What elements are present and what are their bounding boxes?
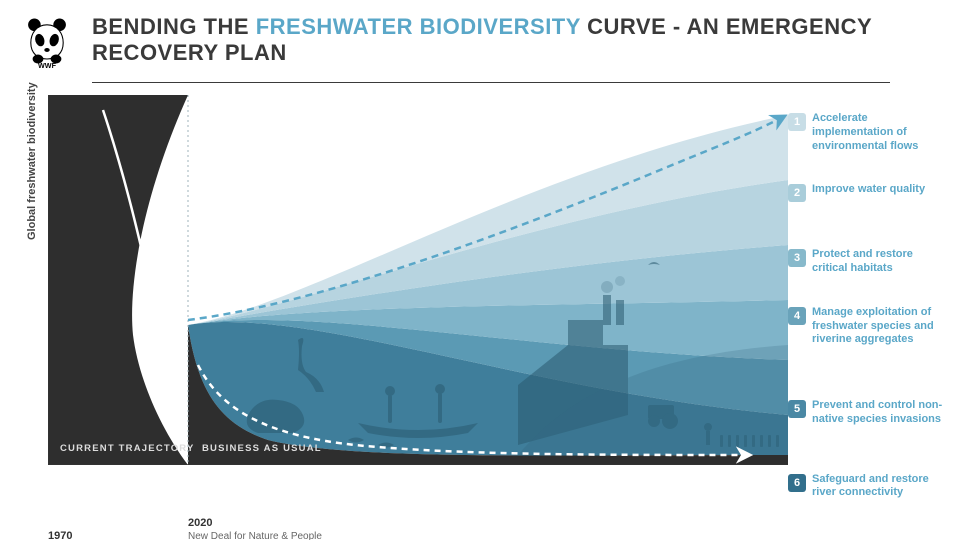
label-business-as-usual: BUSINESS AS USUAL (202, 443, 322, 454)
action-number-badge: 1 (788, 113, 806, 131)
action-item-5: 5 Prevent and control non-native species … (788, 399, 948, 427)
y-axis-label: Global freshwater biodiversity (26, 82, 38, 240)
title-prefix: BENDING THE (92, 14, 256, 39)
action-number-badge: 3 (788, 249, 806, 267)
action-label: Prevent and control non-native species i… (812, 399, 948, 427)
action-label: Accelerate implementation of environment… (812, 112, 948, 153)
x-tick-1970: 1970 (48, 530, 72, 540)
action-item-3: 3 Protect and restore critical habitats (788, 248, 948, 276)
action-label: Manage exploitation of freshwater specie… (812, 306, 948, 347)
action-item-4: 4 Manage exploitation of freshwater speci… (788, 306, 948, 347)
action-item-2: 2 Improve water quality (788, 183, 948, 202)
action-item-6: 6 Safeguard and restore river connectivit… (788, 473, 948, 501)
svg-text:WWF: WWF (38, 61, 57, 68)
action-item-1: 1 Accelerate implementation of environmen… (788, 112, 948, 153)
action-number-badge: 4 (788, 307, 806, 325)
page-title: BENDING THE FRESHWATER BIODIVERSITY CURV… (92, 14, 940, 66)
title-highlight: FRESHWATER BIODIVERSITY (256, 14, 581, 39)
label-current-trajectory: CURRENT TRAJECTORY (60, 443, 195, 454)
recovery-actions-list: 1 Accelerate implementation of environmen… (788, 112, 948, 506)
action-number-badge: 5 (788, 400, 806, 418)
biodiversity-curve-chart: CURRENT TRAJECTORY BUSINESS AS USUAL (48, 95, 788, 495)
header-rule (92, 82, 890, 83)
action-label: Safeguard and restore river connectivity (812, 473, 948, 501)
region-current-trajectory (48, 95, 188, 465)
action-number-badge: 6 (788, 474, 806, 492)
action-number-badge: 2 (788, 184, 806, 202)
x-tick-2020: 2020 New Deal for Nature & People (188, 517, 322, 540)
action-label: Improve water quality (812, 183, 925, 197)
wwf-logo: WWF (20, 14, 74, 68)
action-label: Protect and restore critical habitats (812, 248, 948, 276)
